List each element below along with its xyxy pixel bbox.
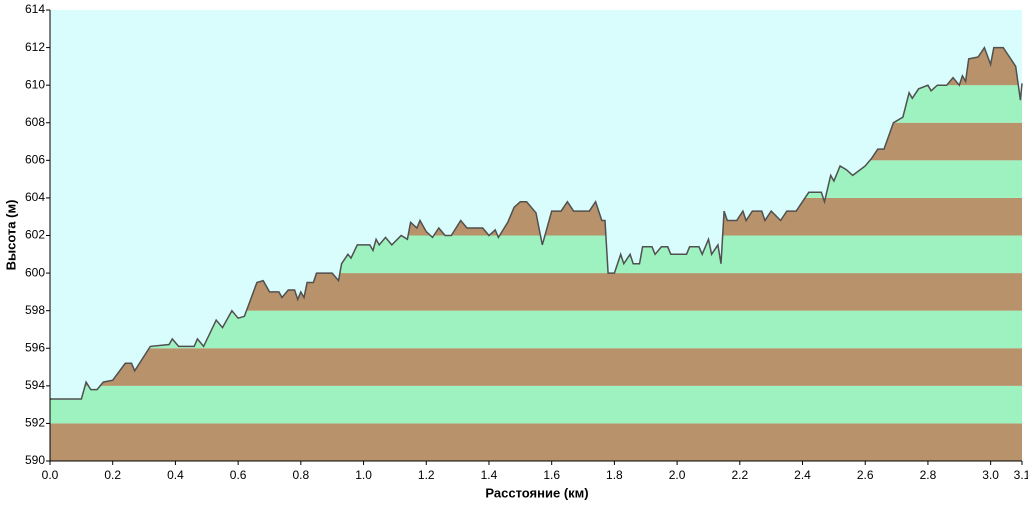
x-tick-label: 0.0 (42, 468, 59, 482)
y-tick-label: 600 (25, 265, 45, 279)
y-tick-label: 612 (25, 40, 45, 54)
y-tick-label: 604 (25, 190, 45, 204)
x-tick-label: 0.2 (104, 468, 121, 482)
x-tick-label: 0.4 (167, 468, 184, 482)
profile-line (50, 45, 1023, 400)
y-tick-label: 608 (25, 115, 45, 129)
elevation-band (50, 423, 1022, 461)
x-tick-label: 2.8 (920, 468, 937, 482)
y-axis-title: Высота (м) (3, 200, 18, 271)
x-tick-label: 2.0 (669, 468, 686, 482)
y-tick-label: 592 (25, 416, 45, 430)
x-tick-label: 2.2 (731, 468, 748, 482)
y-tick-label: 610 (25, 77, 45, 91)
x-tick-label: 1.6 (543, 468, 560, 482)
x-tick-label: 3.0 (982, 468, 999, 482)
y-tick-label: 606 (25, 153, 45, 167)
x-tick-label: 1.2 (418, 468, 435, 482)
x-tick-label: 3.1 (1014, 468, 1028, 482)
elevation-band (50, 348, 1022, 386)
y-tick-label: 614 (25, 2, 45, 16)
y-tick-label: 594 (25, 378, 45, 392)
x-tick-label: 0.6 (230, 468, 247, 482)
x-tick-label: 1.4 (481, 468, 498, 482)
elevation-band (50, 385, 1022, 424)
y-tick-label: 598 (25, 303, 45, 317)
y-tick-label: 590 (25, 453, 45, 467)
x-tick-label: 0.8 (292, 468, 309, 482)
x-axis-title: Расстояние (км) (485, 485, 588, 500)
x-tick-label: 2.4 (794, 468, 811, 482)
y-tick-label: 602 (25, 228, 45, 242)
x-tick-label: 1.0 (355, 468, 372, 482)
x-tick-label: 1.8 (606, 468, 623, 482)
y-tick-label: 596 (25, 340, 45, 354)
x-tick-label: 2.6 (857, 468, 874, 482)
